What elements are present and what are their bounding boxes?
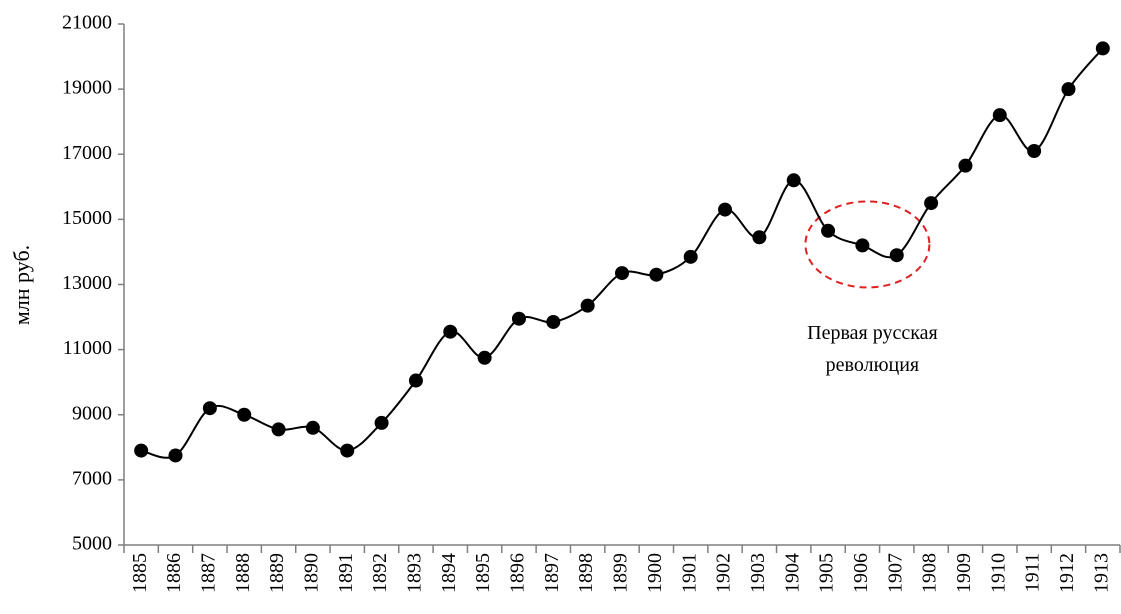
y-tick-label: 13000: [62, 272, 112, 294]
x-tick-label: 1888: [232, 553, 254, 593]
x-tick-label: 1899: [610, 553, 632, 593]
x-tick-label: 1885: [129, 553, 151, 593]
point: [580, 298, 595, 313]
point: [683, 249, 698, 264]
x-tick-label: 1896: [507, 553, 529, 593]
x-tick-label: 1911: [1022, 553, 1044, 592]
annotation: Первая русская революция: [804, 200, 938, 376]
point: [477, 350, 492, 365]
x-tick-label: 1886: [163, 553, 185, 593]
x-tick-label: 1910: [987, 553, 1009, 593]
x-tick-label: 1889: [266, 553, 288, 593]
x-tick-label: 1895: [472, 553, 494, 593]
point: [1027, 143, 1042, 158]
annotation-text: Первая русская: [807, 322, 938, 344]
x-tick-label: 1908: [919, 553, 941, 593]
point: [340, 443, 355, 458]
y-tick-label: 7000: [72, 467, 112, 489]
x-tick-label: 1912: [1056, 553, 1078, 593]
point: [958, 158, 973, 173]
x-tick-label: 1902: [713, 553, 735, 593]
x-tick-label: 1913: [1090, 553, 1112, 593]
x-tick-label: 1890: [300, 553, 322, 593]
point: [237, 407, 252, 422]
x-tick-label: 1887: [197, 553, 219, 593]
x-tick-label: 1903: [747, 553, 769, 593]
point: [511, 311, 526, 326]
x-tick-label: 1897: [541, 553, 563, 593]
point: [924, 196, 939, 211]
x-tick-label: 1891: [335, 553, 357, 593]
y-tick-label: 19000: [62, 77, 112, 99]
point: [408, 373, 423, 388]
y-tick-label: 5000: [72, 533, 112, 555]
y-tick-label: 17000: [62, 142, 112, 164]
point: [821, 223, 836, 238]
x-tick-label: 1900: [644, 553, 666, 593]
point: [855, 238, 870, 253]
x-tick-label: 1906: [850, 553, 872, 593]
y-tick-label: 9000: [72, 402, 112, 424]
point: [889, 248, 904, 263]
point: [202, 401, 217, 416]
x-tick-label: 1909: [953, 553, 975, 593]
x-tick-label: 1904: [781, 553, 803, 593]
point: [168, 448, 183, 463]
point: [374, 415, 389, 430]
highlight-ellipse: [804, 200, 931, 289]
x-tick-label: 1901: [678, 553, 700, 593]
x-tick-label: 1892: [369, 553, 391, 593]
point: [752, 230, 767, 245]
y-tick-label: 21000: [62, 12, 112, 34]
point: [271, 422, 286, 437]
point: [305, 420, 320, 435]
point: [718, 202, 733, 217]
y-tick-label: 11000: [63, 337, 112, 359]
point: [615, 266, 629, 281]
annotation-text: революция: [826, 354, 919, 376]
series-line: [140, 47, 1104, 459]
point: [786, 173, 801, 188]
point: [992, 108, 1007, 123]
point: [546, 314, 561, 329]
point: [649, 267, 664, 282]
point: [443, 324, 458, 339]
x-tick-label: 1898: [575, 553, 597, 593]
x-tick-label: 1907: [884, 553, 906, 593]
y-tick-label: 15000: [62, 207, 112, 229]
y-axis-label: млн руб.: [9, 245, 34, 325]
point: [1061, 82, 1076, 97]
x-tick-label: 1894: [438, 553, 460, 593]
x-tick-label: 1893: [404, 553, 426, 593]
point: [1095, 41, 1110, 56]
x-tick-label: 1905: [816, 553, 838, 593]
point: [134, 443, 149, 458]
